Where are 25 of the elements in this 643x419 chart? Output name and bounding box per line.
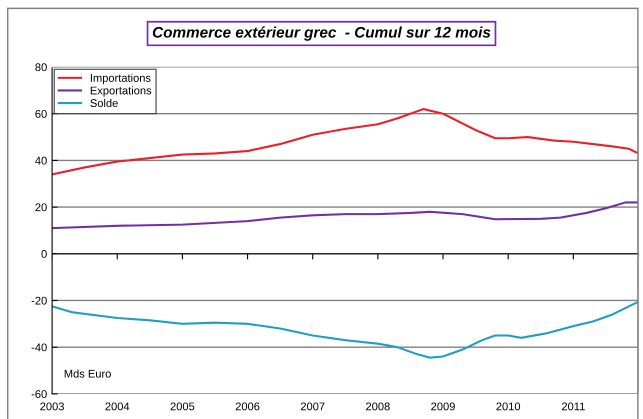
x-tick-label: 2010 — [496, 402, 520, 410]
y-tick-label: -40 — [32, 343, 47, 352]
y-tick-label: 80 — [35, 63, 47, 72]
y-tick-label: 60 — [35, 110, 47, 118]
y-tick-label: 20 — [35, 203, 47, 212]
x-tick-label: 2008 — [366, 402, 390, 410]
x-tick-label: 2005 — [170, 402, 194, 410]
x-tick-label: 2009 — [431, 402, 455, 410]
line-series — [52, 201, 638, 230]
legend-label: Solde — [90, 98, 118, 108]
x-tick-label: 2003 — [40, 402, 64, 410]
y-tick-label: -20 — [32, 296, 47, 305]
y-tick-label: -60 — [32, 390, 47, 398]
x-tick-label: 2006 — [236, 402, 260, 410]
x-tick-label: 2004 — [105, 402, 130, 410]
legend-label: Importations — [90, 74, 151, 84]
chart-title: Commerce extérieur grec - Cumul sur 12 mois — [152, 26, 490, 41]
y-tick-label: 0 — [41, 250, 47, 258]
line-series — [52, 300, 638, 359]
line-series — [52, 108, 638, 176]
annotation: Mds Euro — [64, 369, 111, 378]
legend-label: Exportations — [90, 86, 152, 97]
y-tick-label: 40 — [35, 156, 47, 165]
x-tick-label: 2011 — [562, 402, 585, 410]
x-tick-label: 2007 — [300, 402, 325, 410]
